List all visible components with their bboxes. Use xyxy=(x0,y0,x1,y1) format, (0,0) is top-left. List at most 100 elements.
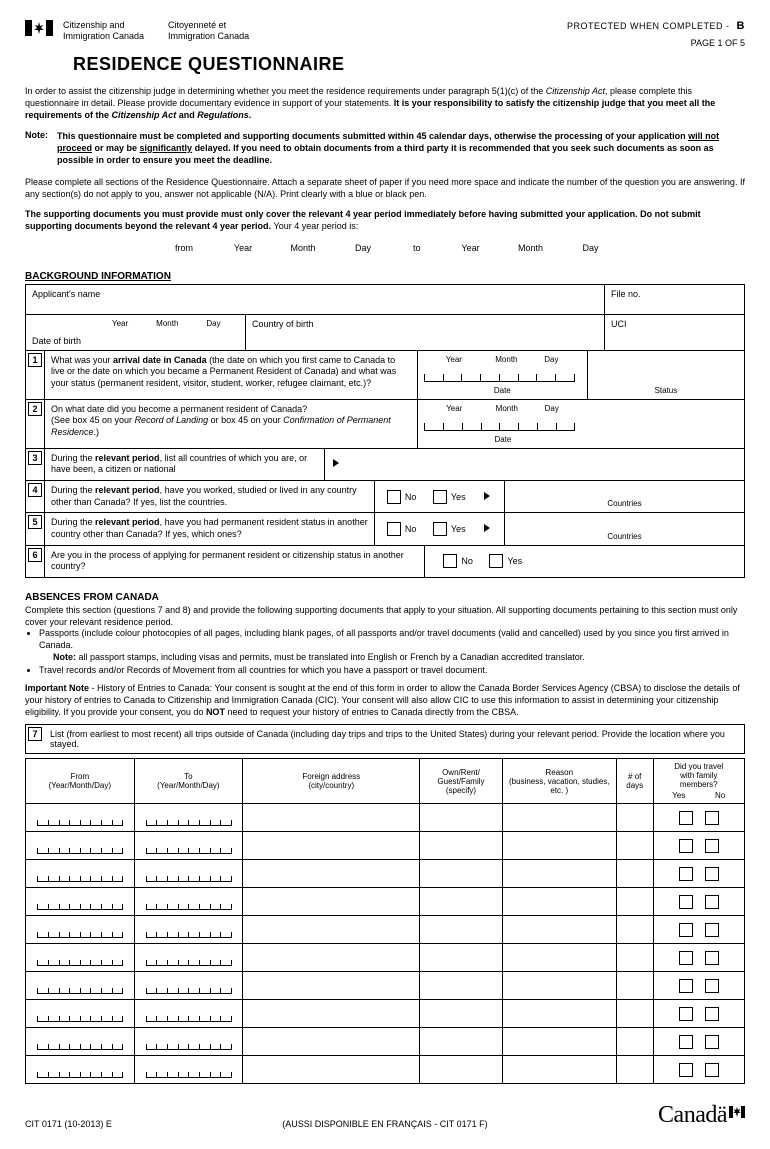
trip-reason-cell[interactable] xyxy=(502,916,616,944)
fam-no-checkbox[interactable] xyxy=(705,839,719,853)
trip-reason-cell[interactable] xyxy=(502,860,616,888)
day-label: Day xyxy=(343,243,383,253)
trip-addr-cell[interactable] xyxy=(243,1056,420,1084)
trip-own-cell[interactable] xyxy=(420,1056,502,1084)
trip-reason-cell[interactable] xyxy=(502,1056,616,1084)
trip-to-cell[interactable] xyxy=(134,804,243,832)
trip-to-cell[interactable] xyxy=(134,916,243,944)
uci-cell[interactable]: UCI xyxy=(605,314,745,350)
q1-status-cell[interactable]: Status xyxy=(587,350,744,399)
fam-no-checkbox[interactable] xyxy=(705,867,719,881)
fam-yes-checkbox[interactable] xyxy=(679,811,693,825)
fam-no-checkbox[interactable] xyxy=(705,923,719,937)
trip-to-cell[interactable] xyxy=(134,944,243,972)
fam-yes-checkbox[interactable] xyxy=(679,839,693,853)
q2-date-cell[interactable]: YearMonthDay Date xyxy=(418,399,588,448)
fam-no-checkbox[interactable] xyxy=(705,895,719,909)
to-label: to xyxy=(413,243,421,253)
trip-addr-cell[interactable] xyxy=(243,804,420,832)
trip-row xyxy=(26,804,745,832)
trip-addr-cell[interactable] xyxy=(243,916,420,944)
fam-yes-checkbox[interactable] xyxy=(679,867,693,881)
fam-yes-checkbox[interactable] xyxy=(679,951,693,965)
fam-yes-checkbox[interactable] xyxy=(679,979,693,993)
fam-yes-checkbox[interactable] xyxy=(679,923,693,937)
trip-to-cell[interactable] xyxy=(134,888,243,916)
trip-addr-cell[interactable] xyxy=(243,944,420,972)
trip-from-cell[interactable] xyxy=(26,944,135,972)
trip-addr-cell[interactable] xyxy=(243,860,420,888)
trip-addr-cell[interactable] xyxy=(243,888,420,916)
trip-days-cell[interactable] xyxy=(616,860,653,888)
trip-to-cell[interactable] xyxy=(134,972,243,1000)
trip-reason-cell[interactable] xyxy=(502,888,616,916)
q4-no-checkbox[interactable] xyxy=(387,490,401,504)
note-label: Note: xyxy=(25,130,48,140)
trip-to-cell[interactable] xyxy=(134,1028,243,1056)
fam-yes-checkbox[interactable] xyxy=(679,1007,693,1021)
trip-fam-cell xyxy=(653,1028,745,1056)
fam-yes-checkbox[interactable] xyxy=(679,895,693,909)
trip-reason-cell[interactable] xyxy=(502,944,616,972)
q5-countries-cell[interactable]: Countries xyxy=(505,513,745,545)
q6-no-checkbox[interactable] xyxy=(443,554,457,568)
trip-addr-cell[interactable] xyxy=(243,1028,420,1056)
dob-cell[interactable]: Year Month Day Date of birth xyxy=(26,314,246,350)
trip-addr-cell[interactable] xyxy=(243,832,420,860)
trip-from-cell[interactable] xyxy=(26,916,135,944)
q5-yes-checkbox[interactable] xyxy=(433,522,447,536)
q3-text: During the relevant period, list all cou… xyxy=(45,448,325,480)
trip-from-cell[interactable] xyxy=(26,1028,135,1056)
fam-no-checkbox[interactable] xyxy=(705,951,719,965)
trip-to-cell[interactable] xyxy=(134,1056,243,1084)
fam-no-checkbox[interactable] xyxy=(705,1063,719,1077)
trip-days-cell[interactable] xyxy=(616,916,653,944)
trip-days-cell[interactable] xyxy=(616,804,653,832)
q5-no-checkbox[interactable] xyxy=(387,522,401,536)
trip-own-cell[interactable] xyxy=(420,1028,502,1056)
applicant-name-cell[interactable]: Applicant's name xyxy=(26,284,605,314)
q1-date-cell[interactable]: YearMonthDay Date xyxy=(417,350,587,399)
fam-no-checkbox[interactable] xyxy=(705,1035,719,1049)
trip-to-cell[interactable] xyxy=(134,860,243,888)
trip-days-cell[interactable] xyxy=(616,972,653,1000)
trip-days-cell[interactable] xyxy=(616,832,653,860)
trip-own-cell[interactable] xyxy=(420,832,502,860)
trip-own-cell[interactable] xyxy=(420,916,502,944)
q4-countries-cell[interactable]: Countries xyxy=(505,480,745,512)
trip-to-cell[interactable] xyxy=(134,832,243,860)
file-no-cell[interactable]: File no. xyxy=(605,284,745,314)
trip-from-cell[interactable] xyxy=(26,804,135,832)
trip-from-cell[interactable] xyxy=(26,1056,135,1084)
trip-reason-cell[interactable] xyxy=(502,804,616,832)
trip-reason-cell[interactable] xyxy=(502,972,616,1000)
trip-own-cell[interactable] xyxy=(420,944,502,972)
fam-yes-checkbox[interactable] xyxy=(679,1063,693,1077)
q4-yes-checkbox[interactable] xyxy=(433,490,447,504)
trip-days-cell[interactable] xyxy=(616,944,653,972)
q2-num: 2 xyxy=(28,402,42,416)
q3-answer-cell[interactable] xyxy=(355,448,745,480)
country-birth-cell[interactable]: Country of birth xyxy=(246,314,605,350)
trip-addr-cell[interactable] xyxy=(243,972,420,1000)
trip-from-cell[interactable] xyxy=(26,832,135,860)
trip-reason-cell[interactable] xyxy=(502,1028,616,1056)
trip-own-cell[interactable] xyxy=(420,804,502,832)
trip-from-cell[interactable] xyxy=(26,860,135,888)
fam-yes-checkbox[interactable] xyxy=(679,1035,693,1049)
fam-no-checkbox[interactable] xyxy=(705,1007,719,1021)
fam-no-checkbox[interactable] xyxy=(705,811,719,825)
trip-from-cell[interactable] xyxy=(26,972,135,1000)
trip-days-cell[interactable] xyxy=(616,1056,653,1084)
trip-days-cell[interactable] xyxy=(616,1028,653,1056)
agency-fr-2: Immigration Canada xyxy=(168,31,249,42)
trip-days-cell[interactable] xyxy=(616,888,653,916)
trip-own-cell[interactable] xyxy=(420,888,502,916)
fam-no-checkbox[interactable] xyxy=(705,979,719,993)
footer: CIT 0171 (10-2013) E (AUSSI DISPONIBLE E… xyxy=(25,1102,745,1129)
trip-reason-cell[interactable] xyxy=(502,832,616,860)
trip-own-cell[interactable] xyxy=(420,860,502,888)
trip-own-cell[interactable] xyxy=(420,972,502,1000)
trip-from-cell[interactable] xyxy=(26,888,135,916)
q6-yes-checkbox[interactable] xyxy=(489,554,503,568)
